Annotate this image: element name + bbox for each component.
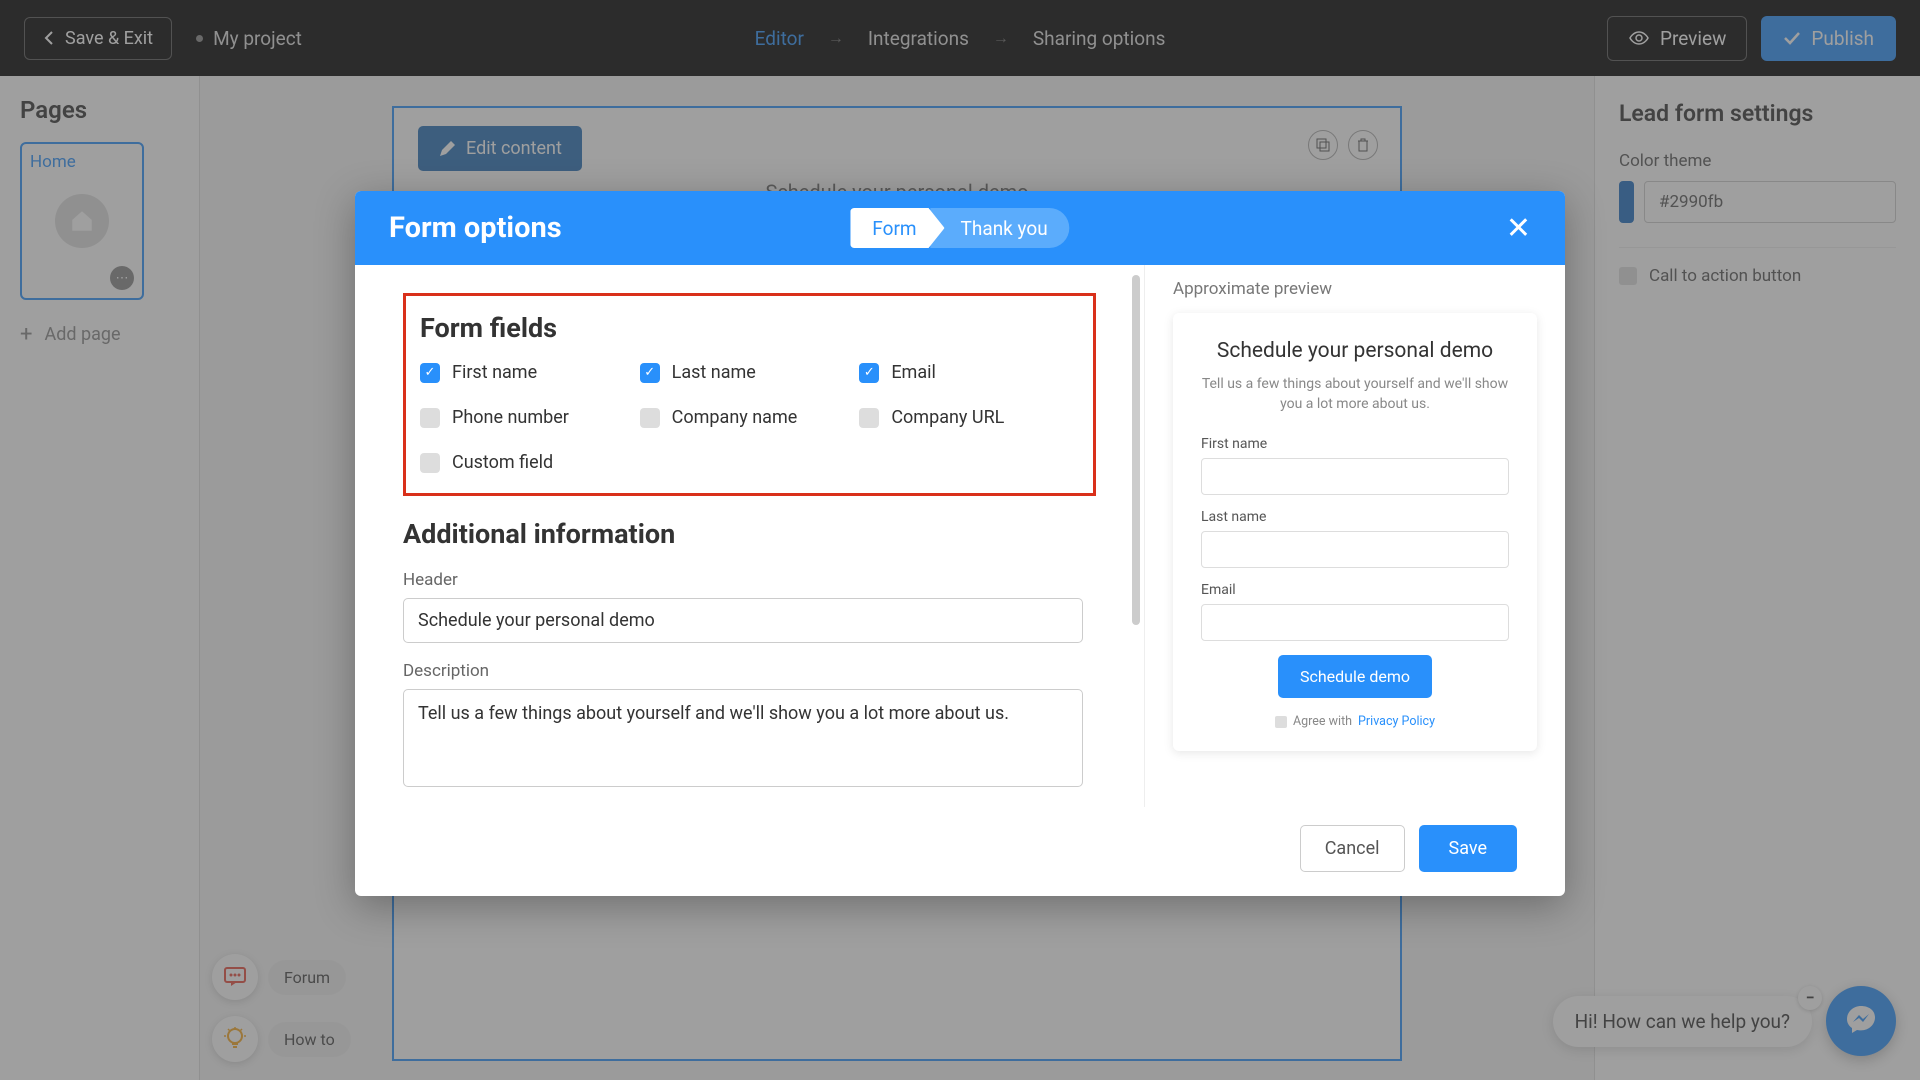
form-field-checkbox[interactable]: Company URL bbox=[859, 407, 1079, 428]
modal-body: Form fields ✓ First name ✓ Last name ✓ Email P… bbox=[355, 265, 1565, 807]
form-fields-section: Form fields ✓ First name ✓ Last name ✓ Email P… bbox=[403, 293, 1096, 496]
modal-left-panel: Form fields ✓ First name ✓ Last name ✓ Email P… bbox=[355, 265, 1144, 807]
checkbox-icon bbox=[420, 453, 440, 473]
modal-footer: Cancel Save bbox=[355, 807, 1565, 896]
preview-input bbox=[1201, 604, 1509, 641]
preview-field-label: Last name bbox=[1201, 509, 1509, 525]
modal-header: Form options Form Thank you ✕ bbox=[355, 191, 1565, 265]
preview-agree: Agree with Privacy Policy bbox=[1201, 714, 1509, 729]
form-field-label: Custom field bbox=[452, 452, 553, 473]
description-textarea[interactable] bbox=[403, 689, 1083, 787]
modal-overlay: Form options Form Thank you ✕ Form field… bbox=[0, 0, 1920, 1080]
additional-info-title: Additional information bbox=[403, 518, 1096, 550]
form-field-label: Company name bbox=[672, 407, 798, 428]
header-label: Header bbox=[403, 570, 1096, 590]
modal-tabs: Form Thank you bbox=[850, 208, 1069, 248]
preview-title: Schedule your personal demo bbox=[1201, 339, 1509, 363]
preview-description: Tell us a few things about yourself and … bbox=[1201, 375, 1509, 414]
preview-label: Approximate preview bbox=[1173, 279, 1537, 299]
form-field-label: Company URL bbox=[891, 407, 1004, 428]
preview-field-label: Email bbox=[1201, 582, 1509, 598]
form-field-label: Phone number bbox=[452, 407, 569, 428]
checkbox-icon bbox=[1275, 716, 1287, 728]
checkbox-icon: ✓ bbox=[640, 363, 660, 383]
preview-field-label: First name bbox=[1201, 436, 1509, 452]
checkbox-icon bbox=[859, 408, 879, 428]
header-input[interactable] bbox=[403, 598, 1083, 643]
description-label: Description bbox=[403, 661, 1096, 681]
form-fields-title: Form fields bbox=[420, 312, 1079, 344]
checkbox-icon: ✓ bbox=[859, 363, 879, 383]
form-field-checkbox[interactable]: Phone number bbox=[420, 407, 640, 428]
form-field-checkbox[interactable]: ✓ Email bbox=[859, 362, 1079, 383]
privacy-policy-link: Privacy Policy bbox=[1358, 714, 1435, 729]
form-field-checkbox[interactable]: Custom field bbox=[420, 452, 640, 473]
form-field-label: Last name bbox=[672, 362, 756, 383]
form-options-modal: Form options Form Thank you ✕ Form field… bbox=[355, 191, 1565, 896]
modal-right-panel: Approximate preview Schedule your person… bbox=[1144, 265, 1565, 807]
form-field-checkbox[interactable]: ✓ Last name bbox=[640, 362, 860, 383]
form-field-label: First name bbox=[452, 362, 537, 383]
checkbox-icon: ✓ bbox=[420, 363, 440, 383]
modal-close-button[interactable]: ✕ bbox=[1506, 211, 1531, 246]
form-field-checkbox[interactable]: Company name bbox=[640, 407, 860, 428]
preview-input bbox=[1201, 458, 1509, 495]
modal-title: Form options bbox=[389, 211, 562, 245]
preview-input bbox=[1201, 531, 1509, 568]
form-field-label: Email bbox=[891, 362, 936, 383]
agree-text: Agree with bbox=[1293, 714, 1352, 729]
save-button[interactable]: Save bbox=[1419, 825, 1518, 872]
preview-card: Schedule your personal demo Tell us a fe… bbox=[1173, 313, 1537, 751]
checkbox-icon bbox=[420, 408, 440, 428]
tab-form[interactable]: Form bbox=[850, 208, 944, 248]
tab-thank-you[interactable]: Thank you bbox=[931, 208, 1070, 248]
cancel-button[interactable]: Cancel bbox=[1300, 825, 1405, 872]
preview-submit-button: Schedule demo bbox=[1278, 655, 1432, 698]
form-field-checkbox[interactable]: ✓ First name bbox=[420, 362, 640, 383]
scrollbar[interactable] bbox=[1132, 275, 1140, 625]
checkbox-icon bbox=[640, 408, 660, 428]
